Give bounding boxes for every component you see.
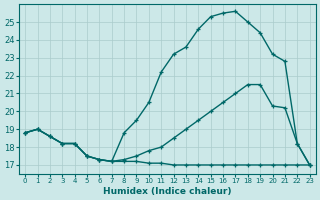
X-axis label: Humidex (Indice chaleur): Humidex (Indice chaleur) xyxy=(103,187,232,196)
